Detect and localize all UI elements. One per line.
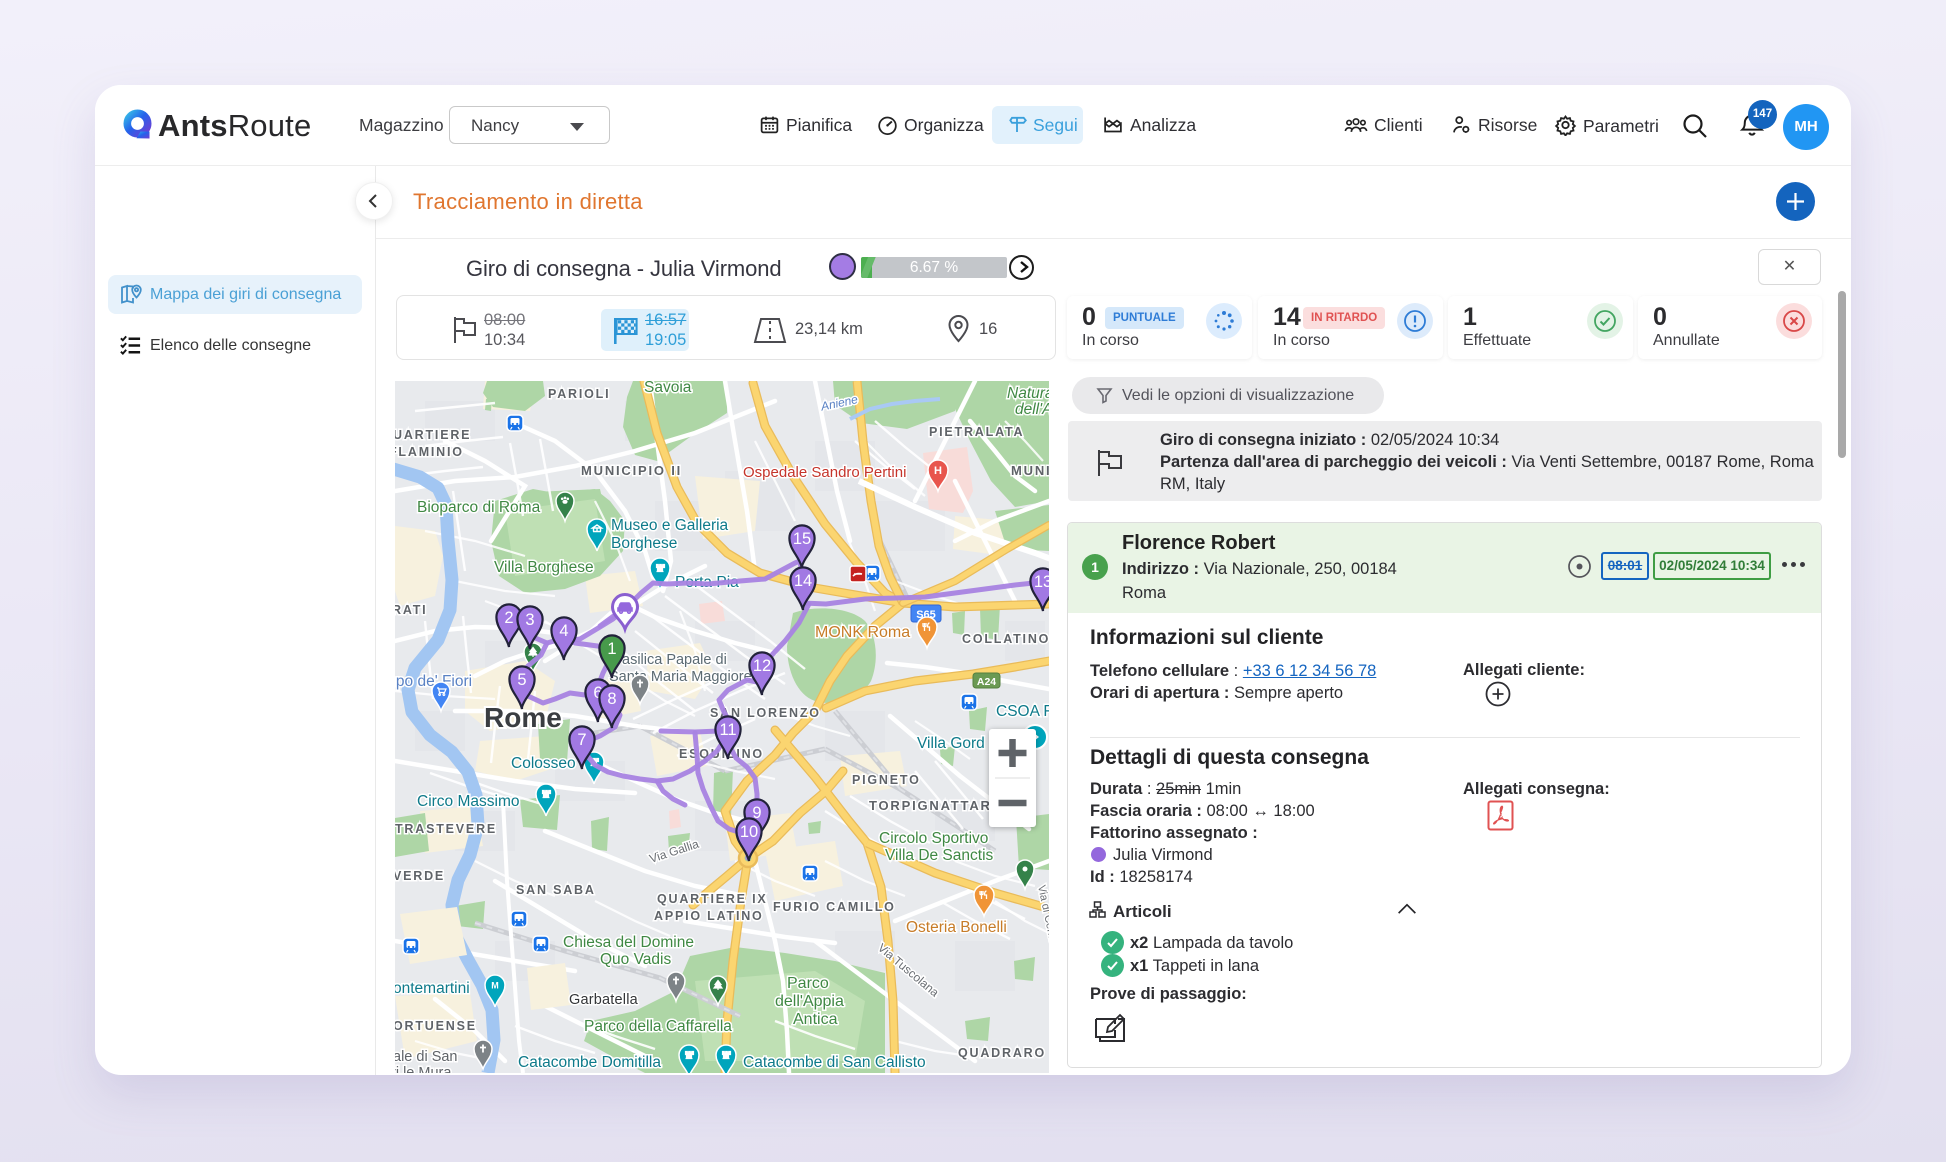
svg-text:APPIO LATINO: APPIO LATINO: [654, 909, 764, 923]
svg-text:ale di San: ale di San: [395, 1049, 458, 1065]
svg-text:10: 10: [740, 823, 758, 841]
svg-text:5: 5: [517, 671, 526, 689]
svg-text:ESQUILINO: ESQUILINO: [679, 747, 764, 761]
svg-text:Parco della Caffarella: Parco della Caffarella: [584, 1018, 732, 1035]
svg-text:9: 9: [752, 804, 761, 822]
svg-text:MUNICIPIO II: MUNICIPIO II: [581, 463, 682, 478]
svg-text:ORTUENSE: ORTUENSE: [395, 1019, 477, 1033]
svg-text:M: M: [491, 981, 499, 991]
svg-text:VERDE: VERDE: [395, 869, 445, 883]
svg-text:Villa De Sanctis: Villa De Sanctis: [885, 847, 994, 864]
svg-text:Museo e Galleria: Museo e Galleria: [611, 517, 729, 534]
svg-text:8: 8: [607, 690, 616, 708]
svg-text:PIETRALATA: PIETRALATA: [929, 425, 1024, 439]
svg-text:Parco: Parco: [787, 975, 829, 992]
svg-text:H: H: [934, 465, 942, 477]
svg-text:SAN LORENZO: SAN LORENZO: [710, 706, 821, 720]
svg-text:FURIO CAMILLO: FURIO CAMILLO: [773, 900, 896, 914]
svg-text:Chiesa del Domine: Chiesa del Domine: [563, 934, 694, 951]
svg-text:1: 1: [607, 640, 616, 658]
svg-text:PIGNETO: PIGNETO: [852, 773, 921, 787]
svg-text:Bioparco di Roma: Bioparco di Roma: [417, 499, 541, 516]
svg-text:MUNICIP: MUNICIP: [1011, 463, 1049, 478]
svg-text:Rome: Rome: [484, 702, 562, 733]
svg-text:TRASTEVERE: TRASTEVERE: [395, 822, 497, 836]
svg-text:FLAMINIO: FLAMINIO: [395, 445, 464, 459]
svg-text:7: 7: [577, 731, 586, 749]
svg-text:13: 13: [1034, 573, 1049, 591]
svg-text:Borghese: Borghese: [611, 535, 677, 552]
svg-text:4: 4: [559, 622, 568, 640]
svg-text:Ospedale Sandro Pertini: Ospedale Sandro Pertini: [743, 464, 906, 481]
svg-text:Osteria Bonelli: Osteria Bonelli: [906, 919, 1007, 936]
svg-text:Savoia: Savoia: [644, 381, 692, 396]
svg-text:TORPIGNATTAR: TORPIGNATTAR: [869, 798, 992, 813]
svg-text:UARTIERE: UARTIERE: [395, 428, 471, 442]
svg-text:Colosseo: Colosseo: [511, 755, 576, 772]
svg-text:14: 14: [794, 572, 812, 590]
svg-text:Circolo Sportivo: Circolo Sportivo: [879, 830, 988, 847]
svg-text:RATI: RATI: [395, 603, 427, 617]
svg-text:SAN SABA: SAN SABA: [516, 883, 596, 897]
svg-text:QUADRARO: QUADRARO: [958, 1046, 1046, 1060]
svg-text:Catacombe Domitilla: Catacombe Domitilla: [518, 1054, 661, 1071]
svg-text:COLLATINO: COLLATINO: [962, 632, 1049, 646]
svg-text:dell'A: dell'A: [1015, 401, 1049, 418]
svg-text:MONK Roma: MONK Roma: [815, 624, 910, 641]
svg-text:Garbatella: Garbatella: [569, 992, 639, 1008]
svg-text:11: 11: [719, 721, 736, 739]
svg-text:Antica: Antica: [793, 1011, 838, 1028]
svg-text:Quo Vadis: Quo Vadis: [600, 951, 671, 968]
svg-text:CSOA F: CSOA F: [996, 703, 1049, 720]
svg-text:3: 3: [525, 611, 534, 629]
svg-text:Catacombe di San Callisto: Catacombe di San Callisto: [743, 1054, 926, 1071]
svg-text:12: 12: [753, 657, 771, 675]
svg-text:ontemartini: ontemartini: [395, 980, 470, 997]
svg-text:Natural: Natural: [1007, 385, 1049, 402]
svg-text:mpo de' Fiori: mpo de' Fiori: [395, 673, 472, 690]
svg-text:QUARTIERE IX: QUARTIERE IX: [657, 892, 768, 906]
svg-text:6: 6: [593, 684, 602, 702]
svg-text:Villa Gord: Villa Gord: [917, 735, 985, 752]
svg-text:asilica Papale di: asilica Papale di: [622, 652, 727, 668]
svg-text:Villa Borghese: Villa Borghese: [494, 559, 594, 576]
svg-text:2: 2: [504, 609, 513, 627]
svg-text:dell'Appia: dell'Appia: [775, 993, 844, 1010]
svg-text:A24: A24: [977, 676, 996, 688]
svg-text:15: 15: [793, 530, 811, 548]
svg-text:ri le Mura: ri le Mura: [395, 1065, 452, 1073]
svg-text:PARIOLI: PARIOLI: [548, 387, 610, 401]
svg-text:Circo Massimo: Circo Massimo: [417, 793, 519, 810]
